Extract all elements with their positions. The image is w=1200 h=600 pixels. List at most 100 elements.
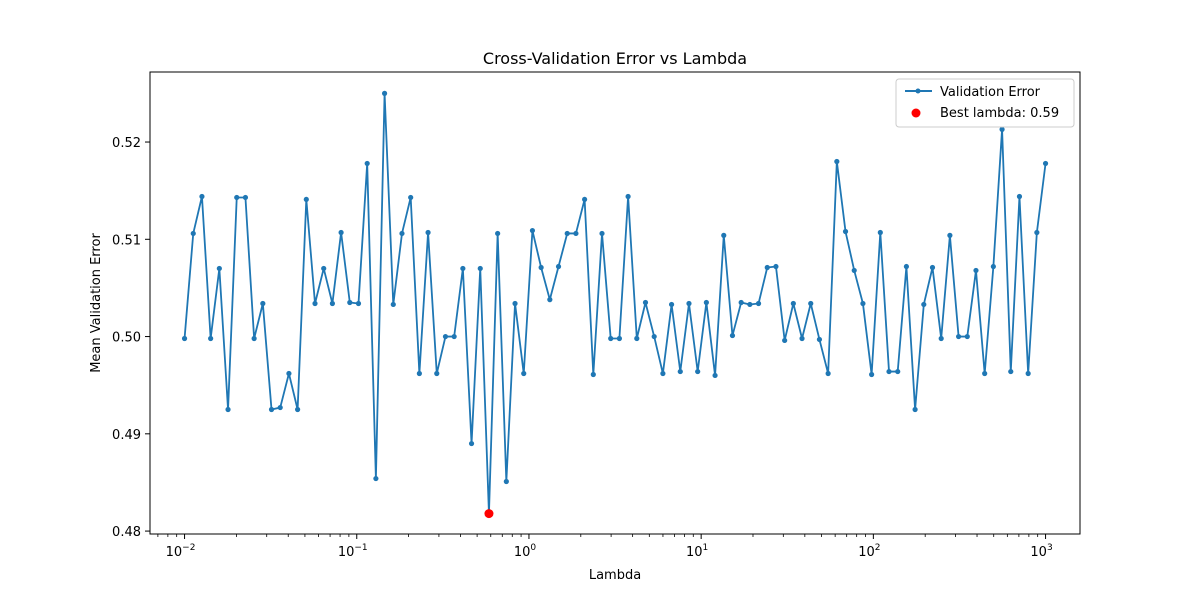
legend: Validation Error Best lambda: 0.59 (895, 78, 1075, 128)
data-point-14 (303, 196, 309, 203)
data-point-40 (529, 227, 536, 234)
data-point-55 (660, 370, 666, 377)
data-point-30 (442, 333, 449, 340)
data-point-39 (521, 370, 527, 377)
data-point-4 (216, 265, 222, 272)
data-point-80 (877, 229, 883, 236)
data-point-60 (703, 299, 709, 306)
x-tick-label-base-5: 10 (1030, 545, 1047, 560)
data-point-63 (729, 332, 736, 339)
data-point-62 (721, 232, 727, 238)
data-point-36 (495, 230, 501, 237)
data-point-10 (268, 406, 275, 413)
plot-frame (149, 71, 1081, 535)
x-tick-label-0: 10−2 (166, 543, 196, 560)
data-point-9 (260, 300, 266, 307)
data-point-57 (677, 368, 683, 375)
legend-label-validation-error: Validation Error (940, 85, 1041, 100)
data-point-82 (895, 368, 901, 375)
data-point-76 (842, 228, 849, 235)
data-point-2 (199, 193, 205, 200)
data-point-77 (851, 267, 857, 274)
series-line-0 (183, 92, 1047, 515)
data-point-11 (277, 404, 283, 411)
data-point-23 (381, 90, 388, 96)
data-point-27 (416, 370, 422, 377)
data-point-26 (408, 194, 414, 201)
legend-box (895, 78, 1075, 128)
data-point-97 (1025, 370, 1031, 377)
data-point-0 (181, 335, 188, 342)
data-point-37 (503, 478, 509, 485)
data-point-99 (1042, 160, 1049, 167)
data-point-6 (234, 194, 240, 201)
data-point-92 (982, 370, 988, 377)
data-point-71 (799, 335, 805, 342)
data-point-50 (616, 335, 623, 342)
data-point-20 (355, 300, 362, 307)
x-tick-label-exp-5: 3 (1047, 543, 1053, 553)
x-tick-label-2: 100 (514, 543, 537, 560)
data-point-42 (547, 297, 553, 303)
data-point-74 (825, 370, 831, 377)
data-point-90 (964, 333, 970, 340)
data-point-38 (512, 300, 518, 307)
data-point-75 (834, 158, 840, 165)
data-point-95 (1008, 368, 1014, 375)
data-point-8 (251, 335, 257, 342)
data-point-52 (634, 335, 640, 342)
data-point-93 (990, 263, 996, 270)
x-axis-label: Lambda (589, 568, 641, 583)
x-tick-label-3: 101 (686, 543, 708, 560)
chart-title: Cross-Validation Error vs Lambda (483, 49, 747, 68)
data-point-29 (434, 370, 440, 377)
data-point-33 (468, 440, 475, 447)
legend-best-marker (911, 108, 921, 118)
x-tick-label-exp-1: −1 (354, 543, 367, 553)
data-point-12 (286, 370, 292, 377)
data-point-56 (668, 301, 675, 308)
x-tick-label-1: 10−1 (338, 543, 368, 560)
data-point-87 (938, 335, 944, 342)
data-point-65 (747, 301, 753, 308)
legend-label-best-lambda: Best lambda: 0.59 (940, 106, 1059, 121)
data-point-78 (860, 300, 866, 307)
data-point-61 (712, 372, 718, 379)
data-point-96 (1016, 193, 1023, 200)
data-point-3 (208, 335, 214, 342)
data-point-1 (190, 230, 196, 237)
data-point-17 (329, 300, 335, 307)
data-point-5 (225, 406, 231, 413)
data-point-89 (955, 333, 962, 340)
x-tick-label-exp-0: −2 (182, 543, 195, 553)
data-point-34 (477, 265, 483, 272)
data-point-16 (321, 265, 327, 272)
data-point-25 (399, 230, 405, 237)
data-point-73 (816, 336, 823, 343)
data-point-21 (364, 160, 370, 167)
data-point-45 (573, 230, 579, 237)
data-point-51 (625, 193, 631, 200)
data-point-7 (242, 194, 249, 201)
x-tick-label-exp-3: 1 (703, 543, 709, 553)
x-tick-label-base-4: 10 (858, 545, 875, 560)
x-tick-label-exp-2: 0 (530, 543, 536, 553)
plot-area (150, 72, 1080, 534)
data-point-68 (773, 263, 779, 270)
data-point-81 (886, 368, 892, 375)
data-point-13 (295, 406, 301, 413)
data-point-98 (1034, 229, 1040, 236)
data-point-24 (390, 301, 396, 308)
legend-line-marker (915, 88, 921, 94)
data-point-70 (790, 300, 796, 307)
data-point-69 (782, 337, 788, 344)
x-tick-label-base-2: 10 (514, 545, 531, 560)
best-lambda-point (484, 509, 494, 519)
data-point-19 (347, 299, 353, 306)
data-point-88 (947, 232, 953, 238)
data-point-83 (903, 263, 910, 270)
x-tick-label-base-3: 10 (686, 545, 703, 560)
y-tick-label-1: 0.49 (112, 428, 141, 443)
